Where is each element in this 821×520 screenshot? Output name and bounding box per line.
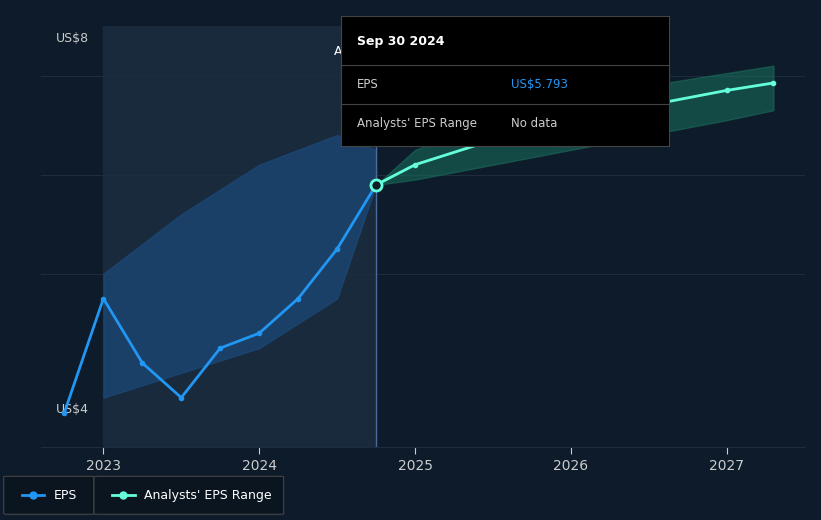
Text: Analysts Forecasts: Analysts Forecasts <box>384 45 500 58</box>
Bar <box>103 26 376 447</box>
Text: Analysts' EPS Range: Analysts' EPS Range <box>357 117 477 130</box>
Text: EPS: EPS <box>357 78 378 91</box>
Text: Analysts' EPS Range: Analysts' EPS Range <box>144 489 271 502</box>
Text: EPS: EPS <box>53 489 76 502</box>
FancyBboxPatch shape <box>3 476 94 514</box>
Text: No data: No data <box>511 117 557 130</box>
Text: US$8: US$8 <box>57 32 89 45</box>
Text: US$5.793: US$5.793 <box>511 78 568 91</box>
Text: Sep 30 2024: Sep 30 2024 <box>357 35 445 48</box>
Text: Actual: Actual <box>333 45 373 58</box>
FancyBboxPatch shape <box>94 476 284 514</box>
Text: US$4: US$4 <box>57 402 89 415</box>
